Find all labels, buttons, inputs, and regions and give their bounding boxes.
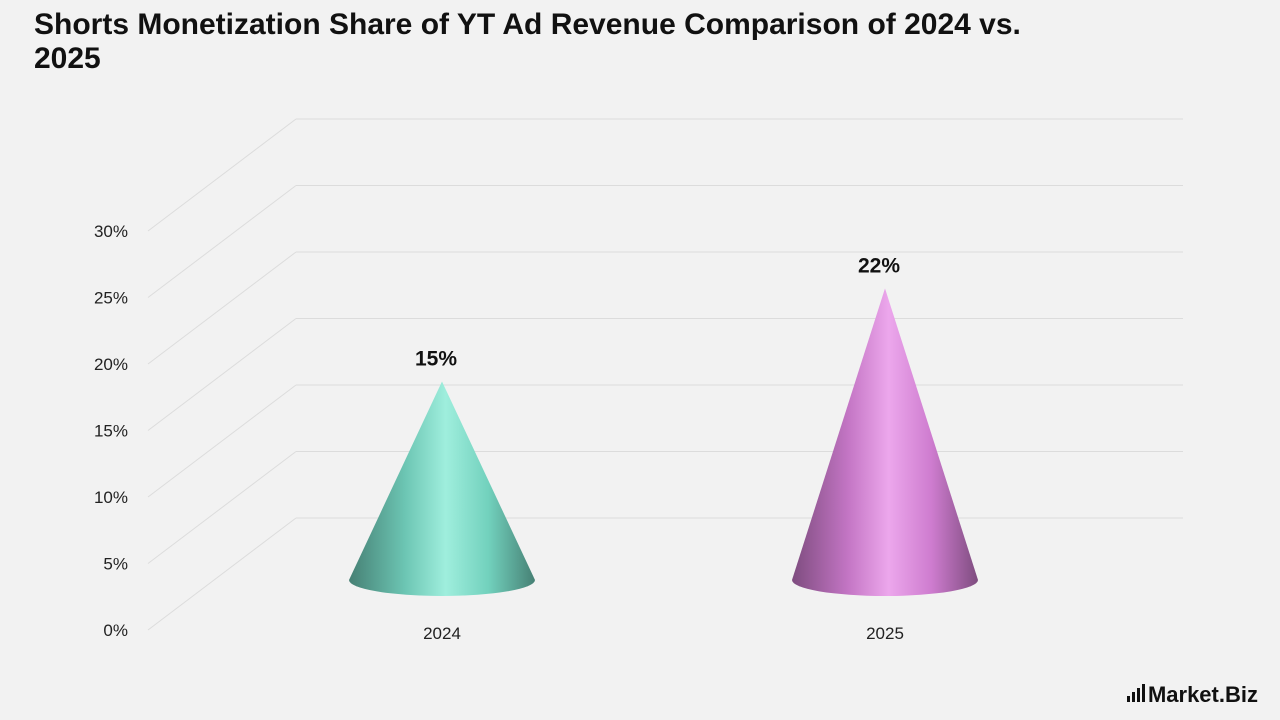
grid-lines: [147, 118, 1183, 631]
grid-diagonal: [147, 251, 297, 365]
y-tick-label: 30%: [94, 222, 128, 241]
grid-diagonal: [147, 185, 297, 298]
y-tick-label: 10%: [94, 488, 128, 507]
grid-diagonal: [147, 318, 297, 431]
grid-diagonal: [147, 451, 297, 564]
grid-diagonal: [147, 384, 297, 498]
y-tick-label: 5%: [103, 555, 128, 574]
x-axis-labels: 2024 2025: [423, 624, 904, 643]
y-tick-label: 25%: [94, 289, 128, 308]
bar-chart-icon: [1126, 684, 1147, 702]
cone-bar-2024: [349, 381, 535, 596]
x-tick-label: 2025: [866, 624, 904, 643]
logo-text: Market.Biz: [1147, 682, 1258, 707]
cone-bar-2025: [792, 288, 978, 596]
data-labels: 15% 22%: [415, 254, 900, 370]
chart-title: Shorts Monetization Share of YT Ad Reven…: [34, 8, 1021, 75]
y-axis-ticks: 0% 5% 10% 15% 20% 25% 30%: [94, 222, 128, 640]
data-label: 22%: [858, 254, 900, 277]
marketbiz-logo: Market.Biz: [1126, 682, 1258, 708]
grid-diagonal: [147, 517, 297, 631]
grid-diagonal: [147, 118, 297, 232]
y-tick-label: 0%: [103, 621, 128, 640]
y-tick-label: 15%: [94, 422, 128, 441]
data-label: 15%: [415, 348, 457, 371]
cone-bars: [349, 288, 978, 596]
y-tick-label: 20%: [94, 355, 128, 374]
x-tick-label: 2024: [423, 624, 461, 643]
